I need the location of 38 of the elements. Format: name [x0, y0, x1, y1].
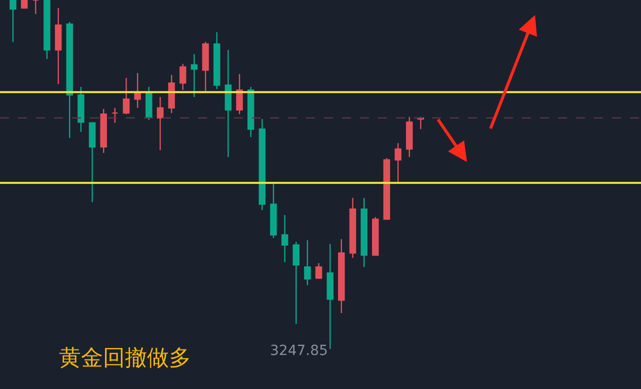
- candlestick: [44, 0, 50, 60]
- candlestick: [372, 216, 379, 256]
- candlestick: [190, 54, 198, 98]
- candlestick: [112, 107, 118, 124]
- candlestick: [10, 0, 16, 42]
- candlestick: [146, 86, 152, 121]
- candlestick: [156, 96, 164, 151]
- candlestick: [179, 63, 186, 91]
- candlestick: [258, 118, 266, 211]
- candlestick: [270, 182, 277, 239]
- candlestick: [338, 238, 345, 314]
- candlestick: [134, 72, 141, 108]
- candlestick: [360, 197, 368, 268]
- candlestick: [122, 77, 130, 115]
- annotation: 3247.85: [270, 343, 328, 359]
- candlestick: [78, 86, 84, 133]
- candlestick: [247, 86, 254, 138]
- candlestick: [281, 214, 288, 263]
- candlestick: [168, 74, 175, 114]
- candlestick: [32, 0, 40, 15]
- candlestick: [20, 0, 28, 9]
- candlestick: [100, 108, 107, 154]
- annotation: 黄金回撤做多: [59, 346, 191, 371]
- candlestick: [202, 41, 209, 92]
- candlestick: [315, 262, 322, 280]
- candlestick: [394, 142, 402, 182]
- candlestick: [236, 73, 243, 115]
- candlestick: [224, 49, 232, 158]
- candlestick: [54, 7, 62, 85]
- candlestick: [213, 32, 220, 90]
- candlestick: [326, 243, 334, 350]
- candlestick: [383, 158, 390, 220]
- candlestick: [292, 241, 300, 324]
- candlestick: [349, 197, 356, 259]
- candlestick: [304, 240, 311, 286]
- candlestick: [88, 122, 96, 203]
- candlestick: [66, 21, 73, 138]
- candlestick: [406, 116, 413, 158]
